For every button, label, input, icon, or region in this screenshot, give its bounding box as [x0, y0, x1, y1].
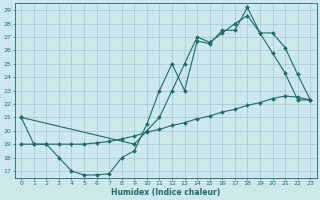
X-axis label: Humidex (Indice chaleur): Humidex (Indice chaleur)	[111, 188, 220, 197]
